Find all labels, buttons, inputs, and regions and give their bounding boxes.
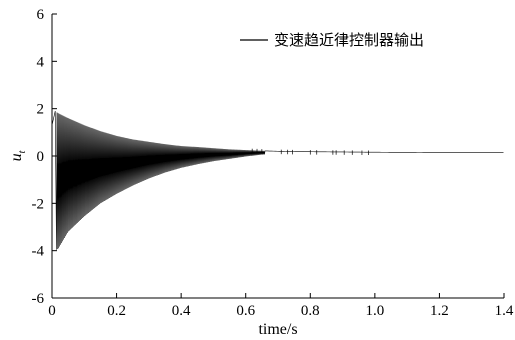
x-tick-label: 0.8	[301, 303, 320, 319]
legend-label: 变速趋近律控制器输出	[274, 31, 424, 49]
legend: 变速趋近律控制器输出	[240, 31, 424, 49]
y-tick-label: 6	[37, 7, 45, 23]
series-line-controller-output	[52, 111, 504, 250]
y-axis-ticks: -6 -4 -2 0 2 4 6	[32, 7, 58, 307]
x-tick-label: 1.2	[430, 303, 449, 319]
y-axis-label-subscript: t	[17, 150, 28, 153]
y-axis-label: ut	[8, 150, 28, 161]
x-tick-label: 0.6	[236, 303, 255, 319]
y-tick-label: -2	[32, 196, 45, 212]
x-tick-label: 1.4	[495, 303, 514, 319]
y-tick-label: 4	[37, 54, 45, 70]
x-axis-ticks: 0 0.2 0.4 0.6 0.8 1.0 1.2 1.4	[48, 293, 514, 319]
y-tick-label: -4	[32, 244, 45, 260]
y-tick-label: -6	[32, 291, 45, 307]
y-tick-label: 2	[37, 102, 45, 118]
x-axis-label: time/s	[258, 321, 297, 338]
x-tick-label: 0.2	[107, 303, 126, 319]
series-layer	[52, 111, 504, 250]
x-tick-label: 0	[48, 303, 56, 319]
x-tick-label: 0.4	[172, 303, 191, 319]
y-tick-label: 0	[37, 149, 45, 165]
x-tick-label: 1.0	[365, 303, 384, 319]
y-axis-label-main: u	[8, 153, 25, 161]
